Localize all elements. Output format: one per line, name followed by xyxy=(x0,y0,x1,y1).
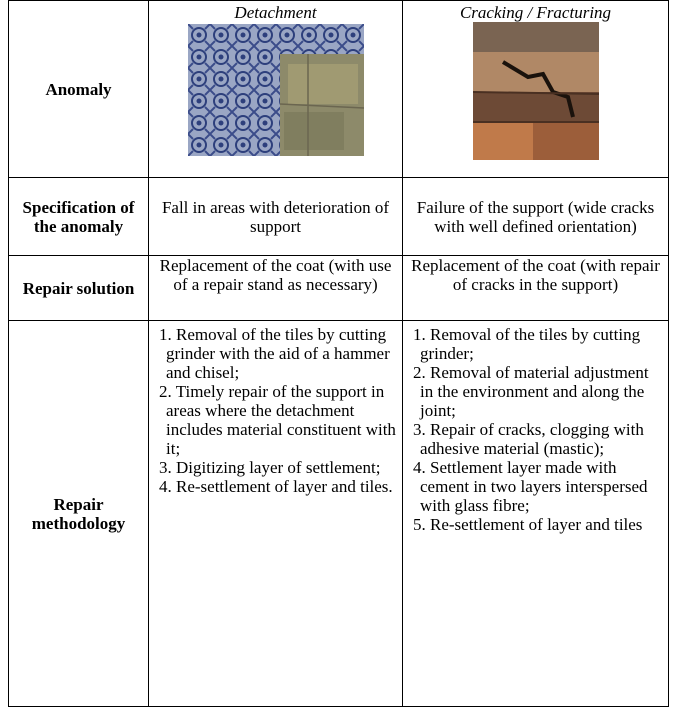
step: 5. Re-settlement of layer and tiles xyxy=(413,515,643,534)
step: 3. Digitizing layer of settlement; xyxy=(159,458,381,477)
column-title: Detachment xyxy=(234,3,317,22)
detachment-photo xyxy=(187,24,364,156)
step: 2. Removal of material adjustment in the… xyxy=(413,363,649,420)
step: 4. Settlement layer made with cement in … xyxy=(413,458,648,515)
step: 2. Timely repair of the support in areas… xyxy=(159,382,396,458)
step-list: 1. Removal of the tiles by cutting grind… xyxy=(155,321,396,496)
table-row: Specification of the anomaly Fall in are… xyxy=(8,177,669,256)
cell: 1. Removal of the tiles by cutting grind… xyxy=(148,320,403,707)
cracking-photo xyxy=(472,22,599,160)
cell: Replacement of the coat (with use of a r… xyxy=(148,255,403,321)
cell: 1. Removal of the tiles by cutting grind… xyxy=(402,320,669,707)
row-label: Anomaly xyxy=(8,0,149,178)
table-row: Repair methodology 1. Removal of the til… xyxy=(8,320,669,707)
step-list: 1. Removal of the tiles by cutting grind… xyxy=(409,321,662,534)
header-row: Anomaly Detachment Cra xyxy=(8,0,669,178)
cell: Replacement of the coat (with repair of … xyxy=(402,255,669,321)
cell: Fall in areas with deterioration of supp… xyxy=(148,177,403,256)
step: 3. Repair of cracks, clogging with adhes… xyxy=(413,420,644,458)
cell: Failure of the support (wide cracks with… xyxy=(402,177,669,256)
row-label: Repair methodology xyxy=(8,320,149,707)
header-cell: Detachment xyxy=(148,0,403,178)
step: 1. Removal of the tiles by cutting grind… xyxy=(413,325,641,363)
row-label: Repair solution xyxy=(8,255,149,321)
step: 1. Removal of the tiles by cutting grind… xyxy=(159,325,390,382)
row-label: Specification of the anomaly xyxy=(8,177,149,256)
step: 4. Re-settlement of layer and tiles. xyxy=(159,477,393,496)
table-row: Repair solution Replacement of the coat … xyxy=(8,255,669,321)
anomaly-table: Anomaly Detachment Cra xyxy=(8,0,669,707)
header-cell: Cracking / Fracturing xyxy=(402,0,669,178)
column-title: Cracking / Fracturing xyxy=(459,3,612,22)
